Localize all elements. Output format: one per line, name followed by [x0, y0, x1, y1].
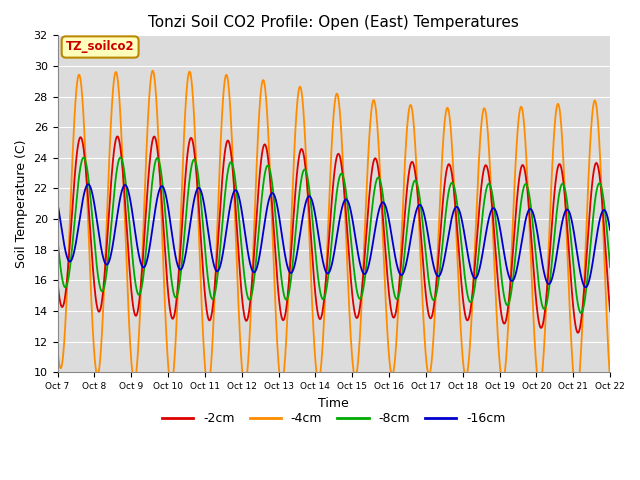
Line: -16cm: -16cm	[58, 184, 610, 287]
Y-axis label: Soil Temperature (C): Soil Temperature (C)	[15, 140, 28, 268]
-8cm	[577, 310, 585, 316]
-4cm	[149, 68, 157, 73]
-4cm	[577, 361, 584, 367]
-2cm	[473, 233, 481, 239]
-8cm	[606, 264, 614, 270]
-16cm	[583, 283, 591, 289]
-16cm	[241, 232, 249, 238]
-16cm	[576, 268, 584, 274]
-2cm	[54, 279, 61, 285]
-2cm	[458, 281, 465, 287]
-16cm	[458, 216, 465, 221]
-8cm	[316, 282, 323, 288]
-4cm	[573, 391, 580, 397]
-8cm	[473, 265, 481, 271]
-16cm	[582, 284, 589, 290]
-2cm	[577, 324, 584, 329]
-4cm	[241, 382, 249, 388]
Line: -4cm: -4cm	[58, 71, 610, 394]
Legend: -2cm, -4cm, -8cm, -16cm: -2cm, -4cm, -8cm, -16cm	[157, 407, 511, 430]
Line: -8cm: -8cm	[58, 157, 610, 313]
-8cm	[583, 279, 591, 285]
-8cm	[54, 236, 61, 242]
-2cm	[241, 317, 249, 323]
X-axis label: Time: Time	[319, 396, 349, 409]
-16cm	[84, 181, 92, 187]
-16cm	[316, 237, 323, 242]
Line: -2cm: -2cm	[58, 136, 610, 333]
-2cm	[574, 330, 582, 336]
-2cm	[316, 315, 323, 321]
-8cm	[241, 281, 249, 287]
-16cm	[54, 200, 61, 206]
-16cm	[606, 227, 614, 233]
-4cm	[583, 209, 591, 215]
-2cm	[113, 133, 121, 139]
-4cm	[473, 194, 481, 200]
-8cm	[576, 310, 584, 315]
Title: Tonzi Soil CO2 Profile: Open (East) Temperatures: Tonzi Soil CO2 Profile: Open (East) Temp…	[148, 15, 519, 30]
-2cm	[606, 309, 614, 314]
-2cm	[583, 247, 591, 252]
-4cm	[316, 376, 323, 382]
-4cm	[458, 339, 465, 345]
-16cm	[473, 274, 481, 279]
-8cm	[458, 242, 465, 248]
-4cm	[54, 345, 61, 351]
-4cm	[606, 377, 614, 383]
-8cm	[116, 155, 124, 160]
Text: TZ_soilco2: TZ_soilco2	[66, 40, 134, 53]
